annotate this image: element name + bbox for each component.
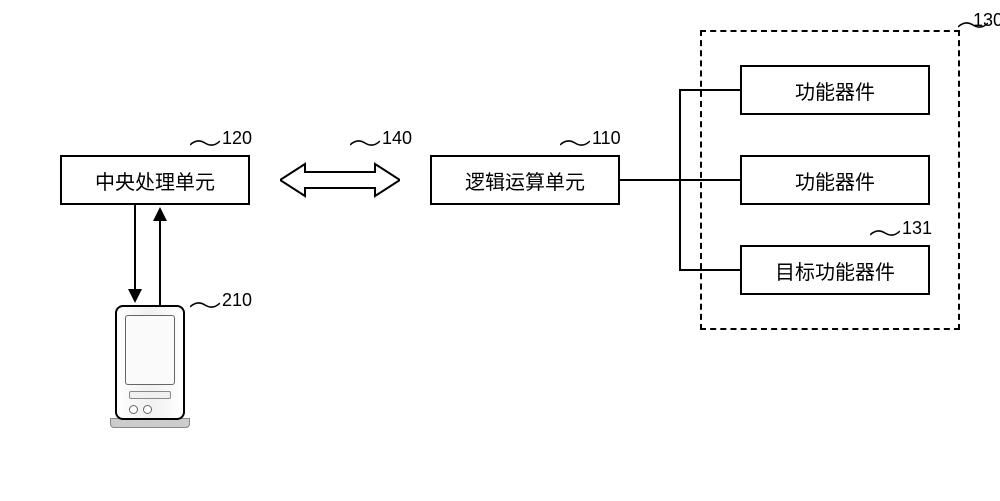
cpu-block: 中央处理单元 xyxy=(60,155,250,205)
target-block: 目标功能器件 xyxy=(740,245,930,295)
cpu-ref: 120 xyxy=(222,128,252,149)
arrow-ref: 140 xyxy=(382,128,412,149)
cpu-label: 中央处理单元 xyxy=(95,166,215,195)
connector-line xyxy=(620,179,680,181)
logic-ref: 110 xyxy=(592,128,621,149)
cpu-server-arrow-icon xyxy=(120,205,180,305)
func2-label: 功能器件 xyxy=(795,166,875,195)
server-ref: 210 xyxy=(222,290,252,311)
ref-tilde-icon xyxy=(560,138,590,148)
ref-tilde-icon xyxy=(190,138,220,148)
bidir-arrow-icon xyxy=(280,160,400,200)
ref-tilde-icon xyxy=(870,228,900,238)
logic-block: 逻辑运算单元 xyxy=(430,155,620,205)
server-icon xyxy=(110,305,190,435)
logic-label: 逻辑运算单元 xyxy=(465,166,585,195)
func2-block: 功能器件 xyxy=(740,155,930,205)
container-ref: 130 xyxy=(973,10,1000,31)
ref-tilde-icon xyxy=(190,300,220,310)
target-ref: 131 xyxy=(902,218,932,239)
func1-label: 功能器件 xyxy=(795,76,875,105)
target-label: 目标功能器件 xyxy=(775,256,895,285)
ref-tilde-icon xyxy=(350,138,380,148)
func1-block: 功能器件 xyxy=(740,65,930,115)
